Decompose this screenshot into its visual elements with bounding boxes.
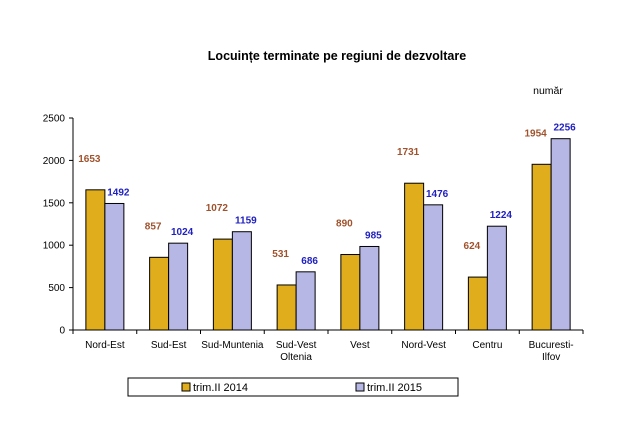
legend-box bbox=[127, 377, 459, 397]
y-tick-label: 2000 bbox=[43, 156, 66, 167]
chart-title: Locuințe terminate pe regiuni de dezvolt… bbox=[208, 49, 466, 63]
y-tick-label: 1000 bbox=[43, 241, 66, 252]
unit-label: număr bbox=[533, 85, 563, 97]
bar-2015 bbox=[104, 202, 125, 331]
category-label: Bucuresti- bbox=[529, 340, 574, 351]
data-label: 1224 bbox=[490, 210, 513, 221]
bar-2014 bbox=[276, 284, 297, 331]
data-label: 1024 bbox=[171, 227, 194, 238]
legend-swatch bbox=[355, 382, 365, 392]
data-label: 1072 bbox=[206, 203, 229, 214]
y-tick-label: 0 bbox=[59, 326, 65, 337]
category-label: Oltenia bbox=[280, 352, 312, 363]
bar-2014 bbox=[404, 182, 425, 331]
data-label: 890 bbox=[336, 219, 353, 230]
bar-2014 bbox=[85, 189, 106, 331]
y-tick-label: 500 bbox=[48, 283, 65, 294]
legend: trim.II 2014 trim.II 2015 bbox=[127, 377, 459, 397]
data-label: 1653 bbox=[78, 154, 101, 165]
data-label: 985 bbox=[365, 230, 382, 241]
data-label: 857 bbox=[145, 221, 162, 232]
category-label: Sud-Vest bbox=[276, 340, 317, 351]
bar-2015 bbox=[486, 225, 507, 331]
category-label: Sud-Est bbox=[151, 340, 187, 351]
y-tick-label: 2500 bbox=[43, 114, 66, 125]
bar-2014 bbox=[531, 163, 552, 331]
bar-2014 bbox=[212, 238, 233, 331]
data-label: 686 bbox=[301, 256, 318, 267]
data-label: 1492 bbox=[107, 187, 130, 198]
bar-2015 bbox=[295, 271, 316, 331]
legend-swatch bbox=[181, 382, 191, 392]
data-label: 531 bbox=[272, 249, 289, 260]
category-label: Nord-Est bbox=[85, 340, 125, 351]
bar-2014 bbox=[149, 256, 170, 331]
plot-area: 0 500 1000 1500 2000 2500 1653 1492 Nord-Est 857 1… bbox=[43, 114, 584, 363]
bar-2014 bbox=[340, 254, 361, 331]
bar-2015 bbox=[359, 245, 380, 331]
data-label: 2256 bbox=[554, 123, 577, 134]
data-label: 1159 bbox=[235, 216, 257, 227]
category-label: Centru bbox=[472, 340, 502, 351]
category-label: Ilfov bbox=[542, 352, 560, 363]
category-label: Vest bbox=[350, 340, 370, 351]
legend-label: trim.II 2014 bbox=[193, 382, 248, 394]
bar-2015 bbox=[550, 138, 571, 331]
bar-2015 bbox=[423, 204, 444, 331]
y-tick-label: 1500 bbox=[43, 198, 66, 209]
bar-2015 bbox=[168, 242, 189, 331]
category-label: Nord-Vest bbox=[401, 340, 446, 351]
data-label: 624 bbox=[464, 241, 481, 252]
bar-2014 bbox=[467, 276, 488, 331]
data-label: 1954 bbox=[525, 128, 548, 139]
data-label: 1476 bbox=[426, 189, 449, 200]
bar-2015 bbox=[231, 231, 252, 331]
category-label: Sud-Muntenia bbox=[201, 340, 264, 351]
legend-label: trim.II 2015 bbox=[367, 382, 422, 394]
data-label: 1731 bbox=[397, 147, 420, 158]
